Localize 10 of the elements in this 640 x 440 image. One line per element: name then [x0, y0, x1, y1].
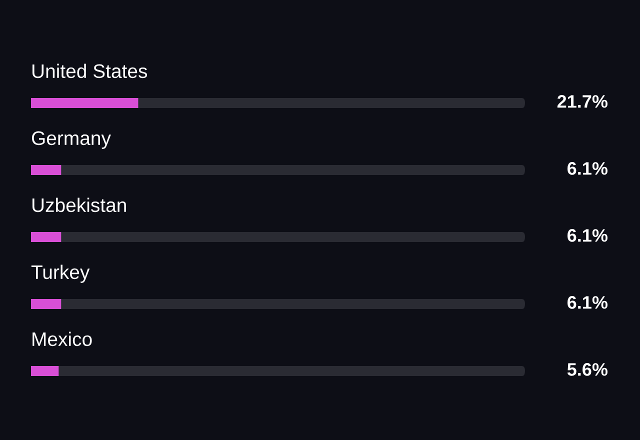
data-label: 6.1% — [568, 162, 608, 175]
data-label: 6.1% — [568, 296, 608, 309]
y-tick-label: Germany — [32, 131, 111, 149]
y-tick-label: Turkey — [31, 264, 90, 283]
y-tick-label: United States — [32, 64, 148, 78]
y-tick-label: Uzbekistan — [32, 198, 126, 212]
data-label: 6.1% — [568, 229, 608, 242]
data-label: 5.6% — [567, 363, 608, 376]
data-label: 21.7% — [557, 95, 608, 108]
y-tick-label: Mexico — [32, 332, 92, 346]
